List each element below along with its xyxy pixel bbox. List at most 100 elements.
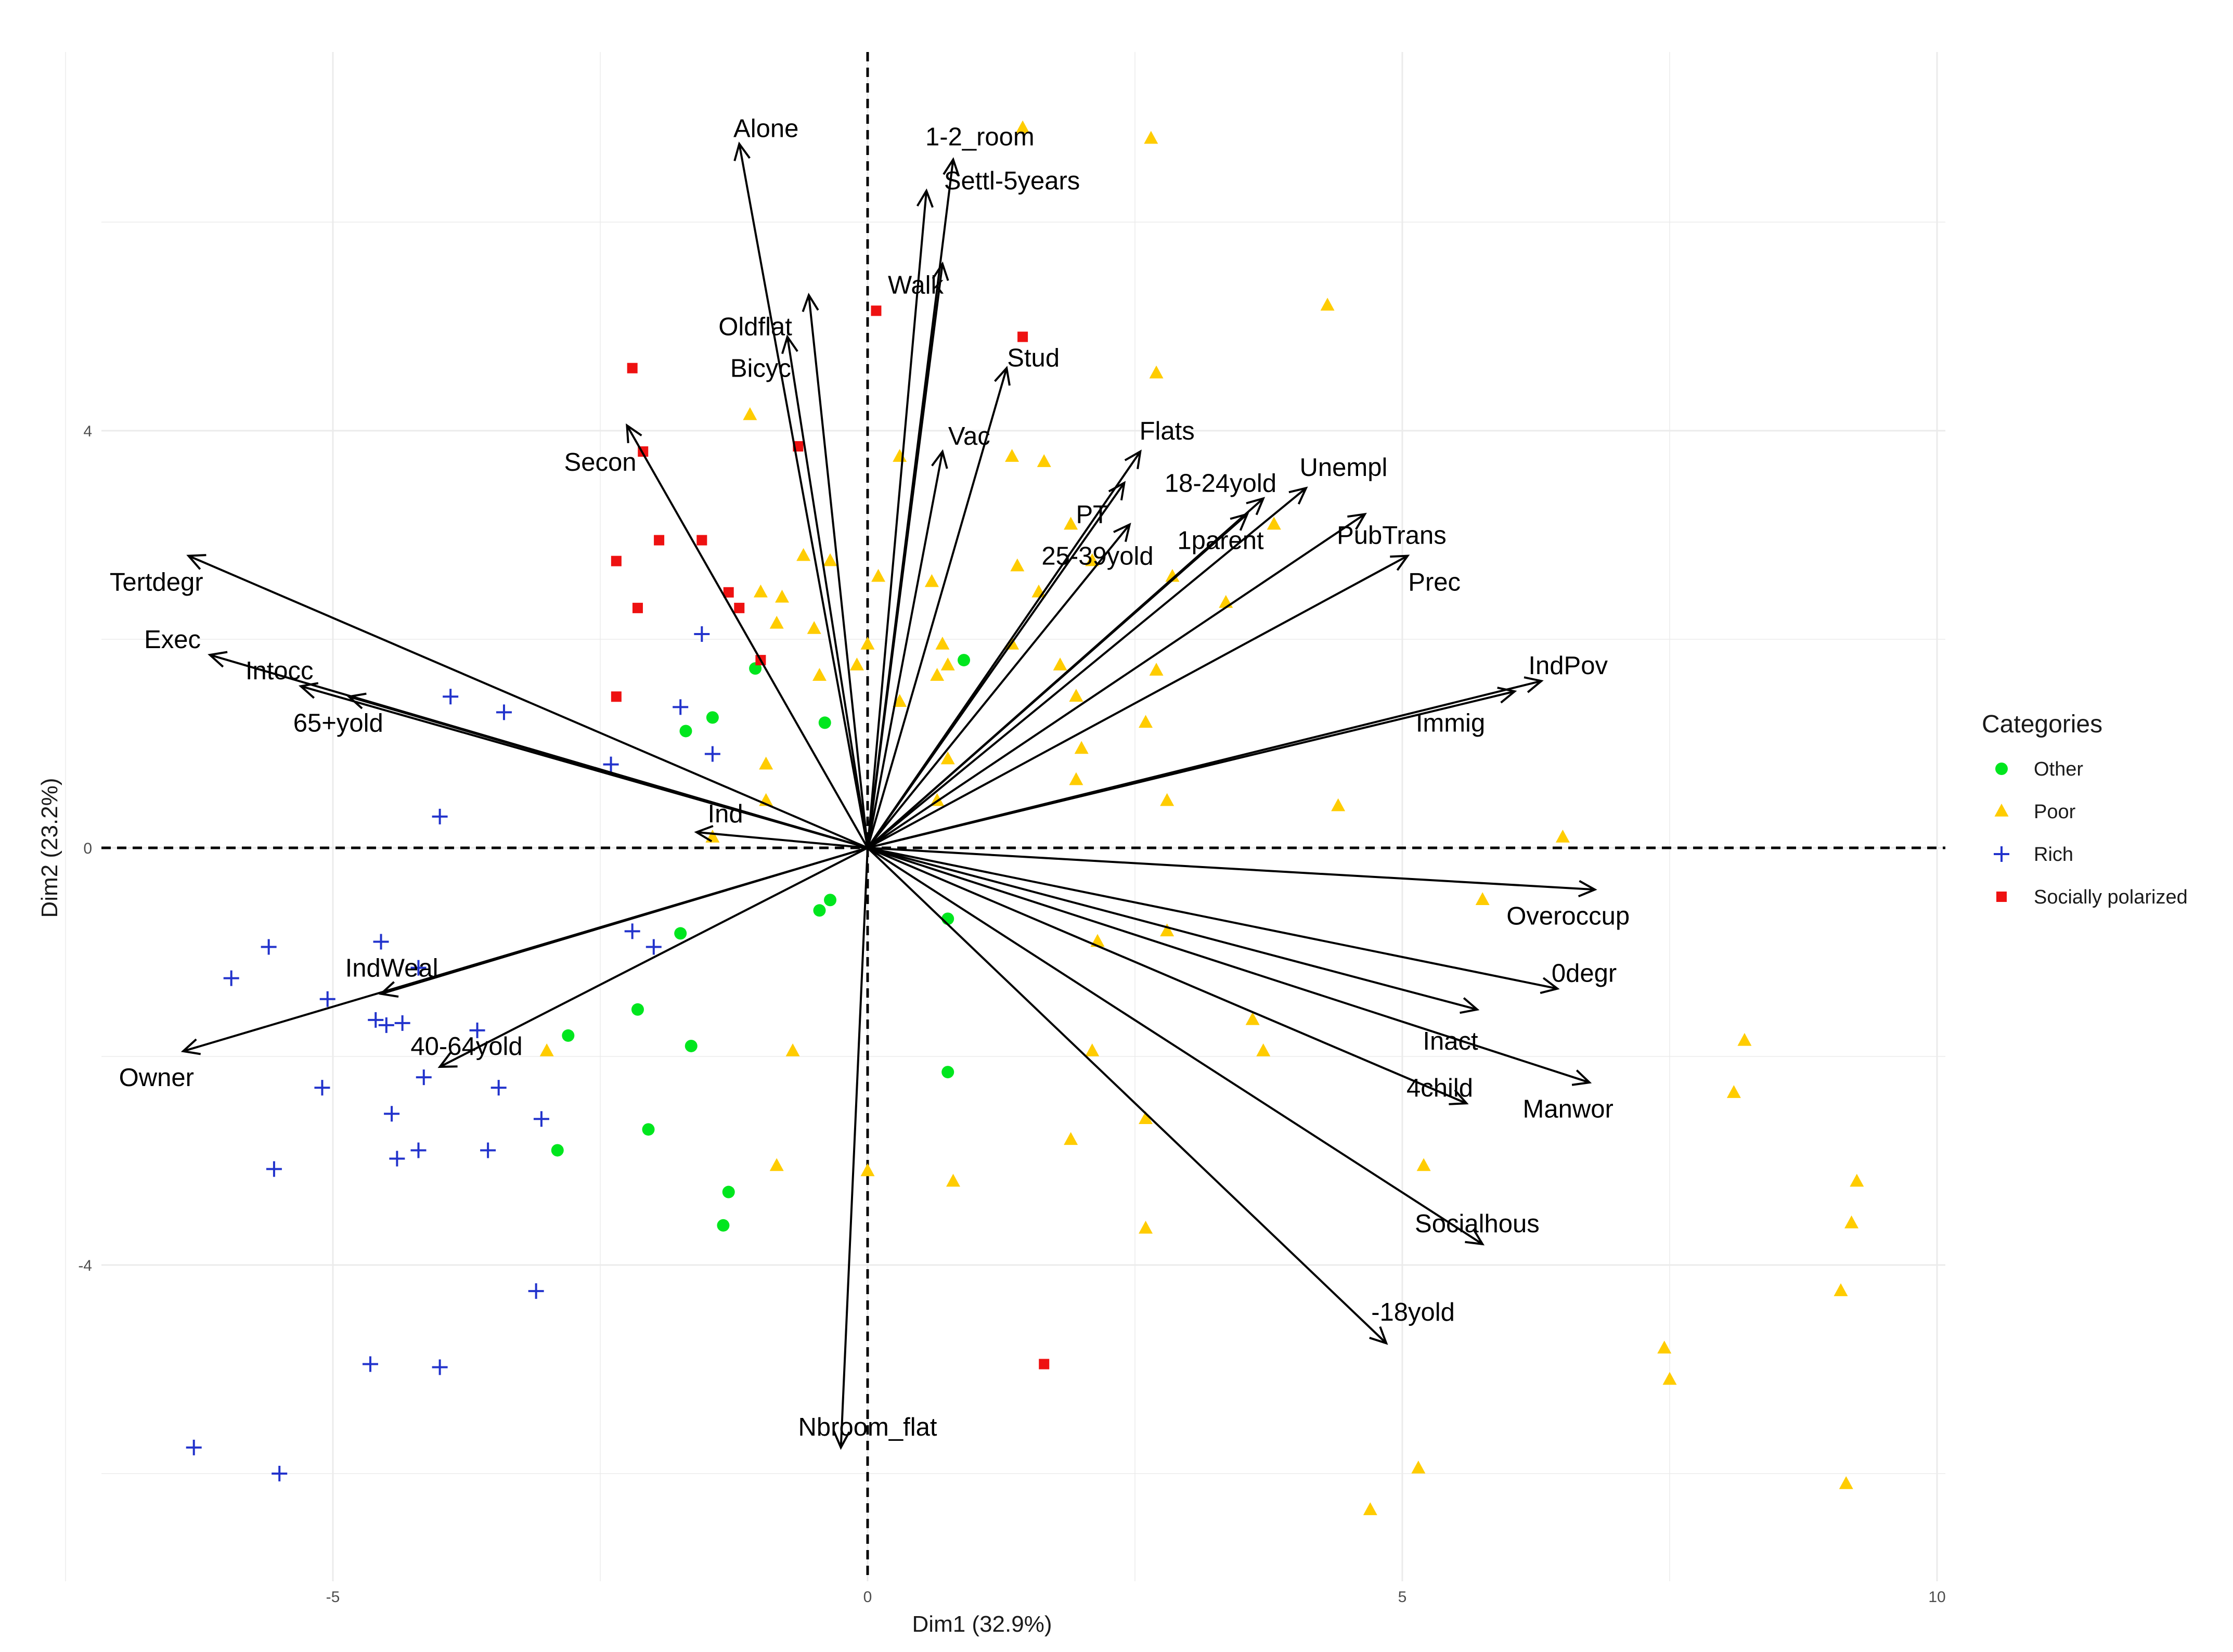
- point-rich: [362, 1356, 378, 1372]
- point-poor: [1053, 657, 1067, 670]
- points-layer: [186, 120, 1864, 1515]
- arrow-settl-5years: [867, 190, 928, 848]
- variable-label-inact: Inact: [1423, 1027, 1478, 1055]
- point-poor: [1015, 120, 1030, 134]
- point-rich: [533, 1111, 549, 1127]
- point-poor: [1149, 365, 1164, 379]
- variable-label-immig: Immig: [1416, 709, 1485, 737]
- arrow-65-yold: [300, 685, 868, 849]
- point-poor: [759, 756, 773, 770]
- point-socially-polarized: [627, 363, 638, 373]
- arrow-vac: [867, 451, 944, 848]
- variable-label-bicyc: Bicyc: [730, 355, 791, 383]
- arrowhead-ind: [694, 825, 714, 843]
- arrowhead-oldflat: [802, 292, 819, 313]
- point-poor: [1160, 793, 1174, 806]
- point-poor: [940, 657, 955, 670]
- point-poor: [1555, 829, 1570, 843]
- arrowhead-immig: [1497, 687, 1517, 704]
- arrowhead-1parent: [1230, 512, 1249, 531]
- variable-label-flats: Flats: [1140, 417, 1195, 445]
- point-other: [749, 662, 762, 675]
- variable-labels: Alone 1-2_room Settl-5years Walk Oldflat Bicy…: [110, 115, 1630, 1441]
- variable-label-tertdegr: Tertdegr: [110, 569, 203, 597]
- variable-label-vac: Vac: [948, 422, 990, 450]
- point-rich: [368, 1012, 384, 1028]
- variable-label-walk: Walk: [888, 271, 944, 299]
- arrow-owner: [183, 847, 868, 1052]
- y-axis-title: Dim2 (23.2%): [37, 778, 62, 918]
- point-poor: [1411, 1460, 1426, 1474]
- point-rich: [491, 1080, 507, 1096]
- point-other: [813, 904, 826, 917]
- plot-background: [101, 52, 1945, 1581]
- point-socially-polarized: [611, 556, 622, 566]
- point-other: [941, 1066, 954, 1079]
- arrow-oldflat: [807, 295, 869, 848]
- variable-label-prec: Prec: [1408, 569, 1461, 597]
- point-socially-polarized: [611, 691, 622, 702]
- point-poor: [1834, 1283, 1848, 1296]
- point-rich: [646, 939, 662, 955]
- variable-label-1parent: 1parent: [1177, 527, 1264, 555]
- point-poor: [893, 694, 907, 707]
- arrow-4child: [867, 847, 1467, 1105]
- point-socially-polarized: [1017, 331, 1028, 342]
- point-poor: [812, 668, 827, 681]
- point-poor: [753, 584, 768, 598]
- arrowhead-stud: [994, 366, 1011, 386]
- point-poor: [785, 1043, 800, 1056]
- point-poor: [1662, 1372, 1677, 1385]
- point-rich: [673, 699, 689, 715]
- variable-label-exec: Exec: [144, 626, 201, 654]
- variable-label-manwor: Manwor: [1523, 1095, 1614, 1123]
- point-rich: [266, 1161, 282, 1177]
- arrowhead-socialhous: [1465, 1228, 1485, 1246]
- point-poor: [946, 1173, 960, 1187]
- point-poor: [1475, 892, 1490, 905]
- variable-label-18-24yold: 18-24yold: [1165, 469, 1276, 497]
- point-poor: [930, 668, 945, 681]
- arrowhead-18yold: [1369, 1326, 1388, 1345]
- arrowhead-nbroom-flat: [833, 1430, 850, 1450]
- point-poor: [1267, 517, 1281, 530]
- point-poor: [1064, 1132, 1078, 1145]
- point-poor: [1074, 741, 1089, 754]
- point-poor: [1844, 1215, 1859, 1229]
- point-poor: [769, 1158, 784, 1171]
- arrowhead-indpov: [1524, 676, 1544, 693]
- y-tick-label: 4: [83, 423, 92, 440]
- point-poor: [775, 589, 790, 603]
- legend-label-poor: Poor: [2034, 801, 2076, 823]
- point-poor: [1010, 558, 1025, 572]
- point-poor: [1037, 454, 1051, 467]
- variable-label-socialhous: Socialhous: [1415, 1210, 1540, 1238]
- arrowhead-alone: [733, 141, 751, 161]
- point-poor: [539, 1043, 554, 1056]
- point-poor: [1139, 1111, 1153, 1125]
- legend-label-other: Other: [2034, 758, 2083, 780]
- variable-label-65-yold: 65+yold: [293, 709, 383, 737]
- point-other: [685, 1039, 698, 1052]
- arrow-pubtrans: [867, 513, 1366, 849]
- point-poor: [1416, 1158, 1431, 1171]
- point-other: [824, 894, 837, 907]
- point-poor: [1726, 1085, 1741, 1098]
- point-socially-polarized: [654, 535, 665, 546]
- point-poor: [1149, 663, 1164, 676]
- point-poor: [860, 637, 875, 650]
- arrow-1parent: [867, 513, 1248, 849]
- variable-label-indpov: IndPov: [1528, 652, 1608, 680]
- point-poor: [1256, 1043, 1271, 1056]
- point-poor: [860, 1163, 875, 1177]
- point-poor: [1737, 1032, 1752, 1046]
- arrowhead-overoccup: [1578, 880, 1597, 898]
- legend: Categories Other Poor Rich Socially polarize…: [1982, 711, 2188, 908]
- point-poor: [1331, 798, 1346, 811]
- point-socially-polarized: [1039, 1359, 1050, 1370]
- point-rich: [410, 1142, 427, 1158]
- variable-label-4child: 4child: [1406, 1074, 1473, 1102]
- point-rich: [384, 1106, 400, 1122]
- point-other: [642, 1123, 655, 1136]
